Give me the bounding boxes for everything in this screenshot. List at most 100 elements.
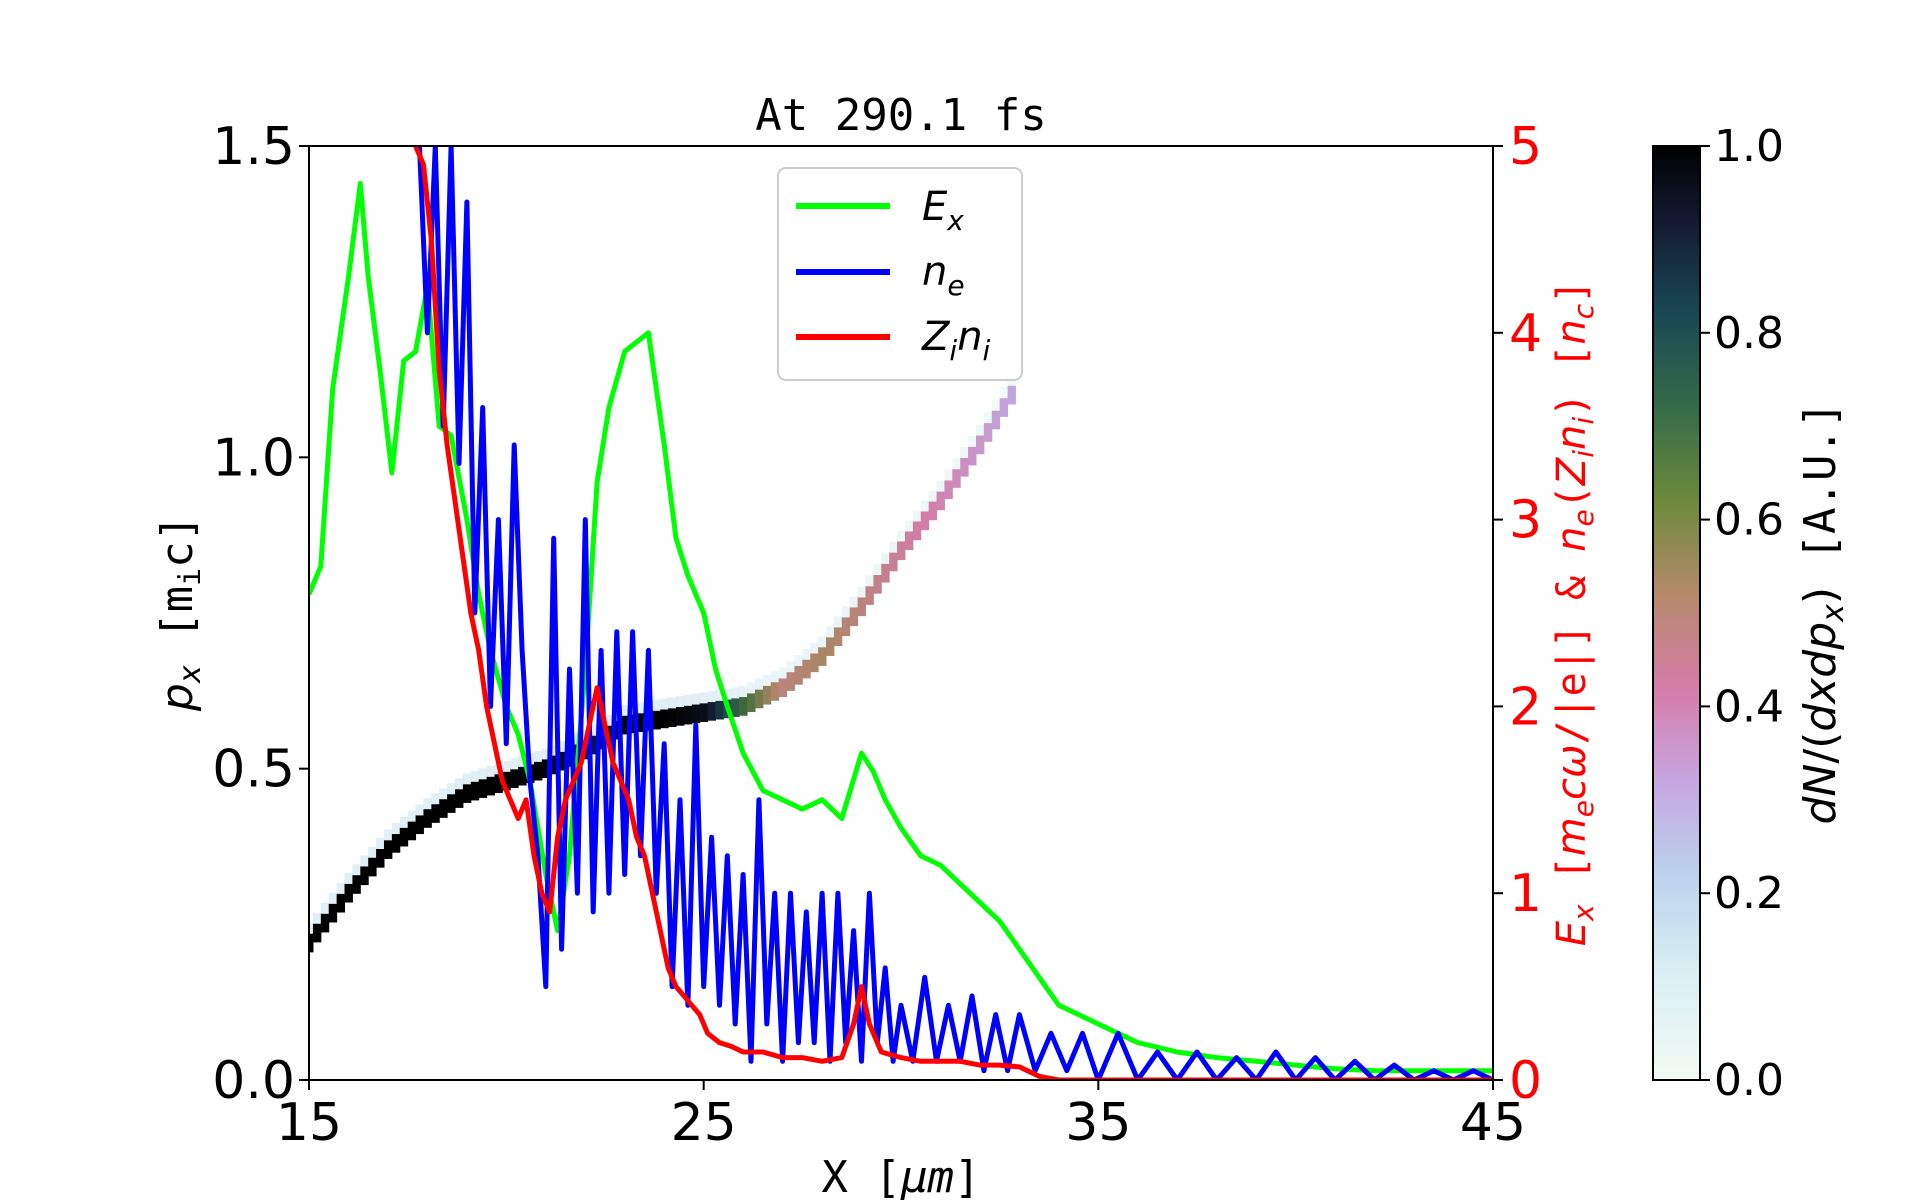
heatmap-cell [352,864,361,876]
heatmap-cell [747,682,756,694]
heatmap-cell [857,586,866,598]
heatmap-cell [683,705,693,725]
heatmap-cell [707,691,717,703]
heatmap-cell [312,923,322,943]
heatmap-cell [676,696,685,708]
heatmap-cell [383,840,393,859]
heatmap-cell [597,730,606,750]
heatmap-cell [360,855,369,867]
heatmap-cell [368,857,377,877]
heatmap-cell [328,892,338,904]
heatmap-cell [841,617,851,637]
heatmap-cell [518,766,527,786]
heatmap-cell [944,469,953,481]
y-left-tick-label: 0.5 [212,740,295,800]
heatmap-cell [518,755,527,767]
heatmap-cell [747,693,756,713]
heatmap-cell [336,893,346,913]
series-line-ex [309,180,1493,1074]
heatmap-cell [912,521,922,541]
heatmap-cell [762,685,772,705]
heatmap-cell [818,636,827,648]
heatmap-cell [731,698,740,717]
heatmap-cell [715,689,724,701]
heatmap-cell [770,671,780,683]
x-axis-ticks: 15 25 35 45 [276,1080,1526,1153]
heatmap-cell [462,784,472,803]
heatmap-cell [399,816,409,828]
heatmap-cell [628,714,638,734]
heatmap-cell [952,458,961,470]
heatmap-cell [676,707,685,726]
heatmap-cell [660,698,669,710]
heatmap-cell [991,410,1001,430]
left-y-axis-label: px [mic] [152,515,208,712]
heatmap-cell [786,661,795,673]
legend: Ex ne Zini [777,167,1023,381]
heatmap-cell [431,804,440,823]
legend-box [777,167,1023,381]
y-right-tick-label: 0 [1509,1051,1542,1111]
colorbar-gradient [1652,145,1701,1081]
heatmap-cell [320,902,330,914]
heatmap-cell [549,755,559,775]
heatmap-cell [309,933,314,953]
heatmap-cell [762,674,772,686]
heatmap-cell [865,575,874,587]
heatmap-cell [360,866,369,886]
heatmap-cell [478,768,488,780]
heatmap-cell [857,597,866,617]
heatmap-cell [352,875,361,894]
heatmap-cell [991,399,1001,411]
heatmap-cell [320,913,330,933]
heatmap-cell [652,710,661,730]
x-tick-label: 25 [671,1093,737,1153]
heatmap-cell [944,480,953,500]
heatmap-cell [999,398,1009,417]
chart-title: At 290.1 fs [755,90,1046,141]
heatmap-cell [770,682,780,701]
heatmap-cell [904,520,914,532]
heatmap-cell [344,883,353,903]
right-y-axis-label: Ex [mecω/|e|] & ne(Zini) [nc] [1549,280,1600,947]
y-right-tick-label: 5 [1509,117,1542,177]
heatmap-cell [928,501,938,521]
heatmap-cell [826,626,835,638]
heatmap-cell [533,750,543,762]
heatmap-cell [786,672,795,691]
heatmap-cell [920,500,930,512]
heatmap-cell [439,799,448,818]
colorbar-ticks: 0.0 0.2 0.4 0.6 0.8 1.0 [1700,121,1784,1106]
heatmap-cell [715,700,724,720]
heatmap-cell [455,778,464,790]
heatmap-cell [983,412,993,424]
heatmap-cell [668,708,677,727]
heatmap-cell [723,688,732,700]
heatmap-cell [810,642,819,654]
heatmap-cell [391,834,401,853]
heatmap-cell [754,689,764,709]
heatmap-cell [415,804,424,816]
x-axis-label: X [μm] [822,1152,981,1200]
heatmap-cell [683,694,693,706]
heatmap-cell [960,457,969,477]
heatmap-cell [328,903,338,923]
right-y-axis-ticks: 0 1 2 3 4 5 [1493,117,1542,1111]
heatmap-cell [707,702,717,721]
heatmap-cell [486,776,495,796]
heatmap-cell [312,912,322,924]
heatmap-cell [470,770,480,782]
heatmap-cell [470,781,480,801]
heatmap-cell [439,788,448,800]
heatmap-cell [636,713,645,732]
heatmap-cell [778,678,788,698]
heatmap-cell [383,829,393,841]
heatmap-cell [502,760,511,772]
colorbar-tick-label: 0.8 [1714,308,1784,359]
colorbar-tick-label: 0.0 [1714,1055,1784,1106]
heatmap-cell [376,838,385,849]
heatmap-cell [794,655,803,666]
colorbar-tick-label: 0.6 [1714,495,1784,546]
heatmap-cell [833,616,843,628]
heatmap-cell [928,490,938,502]
